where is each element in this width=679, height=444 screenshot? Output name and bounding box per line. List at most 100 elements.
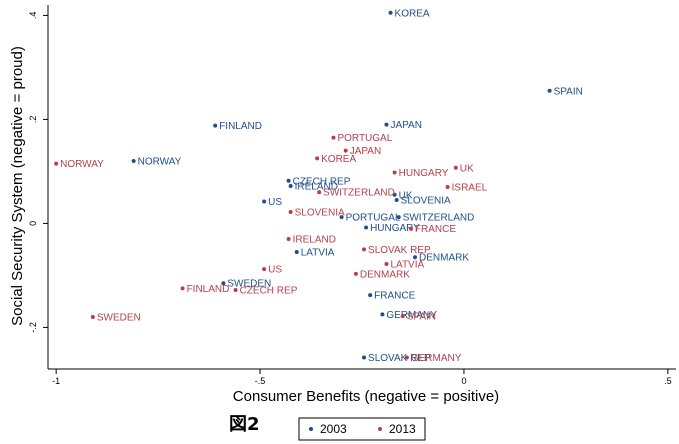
point-marker <box>362 247 367 252</box>
point-label: HUNGARY <box>399 168 449 179</box>
point-marker <box>404 355 409 360</box>
point-marker <box>353 271 358 276</box>
plot-area <box>48 5 676 369</box>
point-label: IRELAND <box>295 181 338 192</box>
point-marker <box>408 226 413 231</box>
point-label: SWITZERLAND <box>323 188 395 199</box>
point-label: CZECH REP <box>293 176 351 187</box>
point-label: JAPAN <box>350 146 382 157</box>
point-marker <box>364 225 369 230</box>
point-marker <box>396 215 401 220</box>
point-label: HUNGARY <box>370 223 420 234</box>
point-marker <box>394 198 399 202</box>
point-label: IRELAND <box>293 235 336 246</box>
point-marker <box>90 315 95 319</box>
point-marker <box>380 312 385 317</box>
x-axis-title: Consumer Benefits (negative = positive) <box>233 388 499 405</box>
x-tick-label: -1 <box>52 376 60 386</box>
point-marker <box>317 190 322 195</box>
point-label: NORWAY <box>60 159 104 170</box>
point-marker <box>294 250 299 254</box>
x-tick-label: .5 <box>664 376 672 386</box>
legend-box <box>298 417 426 441</box>
point-label: ISRAEL <box>452 183 488 194</box>
point-label: SPAIN <box>407 311 436 322</box>
y-axis-title: Social Security System (negative = proud… <box>9 46 26 326</box>
point-label: SLOVAK REP <box>368 353 431 364</box>
point-marker <box>339 215 344 220</box>
point-marker <box>262 267 267 272</box>
point-marker <box>362 355 367 360</box>
point-label: FRANCE <box>374 291 415 302</box>
y-tick-label: .2 <box>28 116 38 124</box>
point-marker <box>384 122 389 127</box>
point-label: SLOVAK REP <box>368 245 431 256</box>
point-label: JAPAN <box>390 120 422 131</box>
point-marker <box>180 286 185 291</box>
point-marker <box>288 183 293 188</box>
figure-label: 図2 <box>229 414 260 435</box>
point-marker <box>262 199 267 204</box>
point-label: US <box>268 197 282 208</box>
x-tick-label: 0 <box>461 376 466 386</box>
point-label: KOREA <box>321 154 356 165</box>
point-label: LATVIA <box>390 259 424 270</box>
legend-marker-2013 <box>378 427 382 431</box>
legend-label-2013: 2013 <box>389 422 416 436</box>
point-label: DENMARK <box>360 269 410 280</box>
point-marker <box>54 161 59 166</box>
point-label: LATVIA <box>301 248 335 259</box>
legend-marker-2003 <box>309 427 313 431</box>
point-label: KOREA <box>395 8 430 19</box>
point-label: FRANCE <box>415 224 456 235</box>
point-label: SLOVENIA <box>295 207 345 218</box>
point-marker <box>221 281 226 286</box>
point-marker <box>368 293 373 298</box>
point-marker <box>233 287 238 292</box>
point-label: NORWAY <box>138 157 182 168</box>
point-marker <box>315 156 320 161</box>
y-tick-label: 0 <box>28 221 38 226</box>
point-label: CZECH REP <box>240 285 298 296</box>
point-marker <box>131 159 136 163</box>
point-marker <box>388 10 393 15</box>
point-label: PORTUGAL <box>337 133 392 144</box>
point-marker <box>288 209 293 214</box>
point-marker <box>392 170 397 175</box>
point-marker <box>343 148 348 153</box>
point-label: US <box>268 265 282 276</box>
y-tick-label: -.2 <box>28 322 38 333</box>
legend-label-2003: 2003 <box>320 422 347 436</box>
point-marker <box>286 237 291 241</box>
point-marker <box>547 88 552 93</box>
point-marker <box>286 178 291 183</box>
point-label: UK <box>399 190 413 201</box>
point-label: SLOVENIA <box>401 196 451 207</box>
point-label: SWEDEN <box>227 279 271 290</box>
point-label: UK <box>460 163 474 174</box>
point-marker <box>213 123 218 128</box>
point-label: SWITZERLAND <box>403 213 475 224</box>
point-label: SWEDEN <box>97 313 141 324</box>
y-ticks: -.2 0 .2 .4 <box>28 12 48 333</box>
x-tick-label: -.5 <box>255 376 266 386</box>
point-label: GERMANY <box>386 310 437 321</box>
point-marker <box>453 165 458 170</box>
point-label: DENMARK <box>419 253 469 264</box>
point-label: FINLAND <box>219 121 262 132</box>
legend: 2003 2013 <box>298 417 426 441</box>
point-marker <box>331 135 336 140</box>
point-marker <box>413 255 418 260</box>
point-label: PORTUGAL <box>346 213 401 224</box>
point-label: SPAIN <box>554 86 583 97</box>
y-tick-label: .4 <box>28 12 38 20</box>
point-marker <box>445 185 450 189</box>
point-marker <box>384 261 389 266</box>
point-label: FINLAND <box>187 284 230 295</box>
x-ticks: -1 -.5 0 .5 <box>52 369 672 386</box>
point-marker <box>400 313 405 318</box>
